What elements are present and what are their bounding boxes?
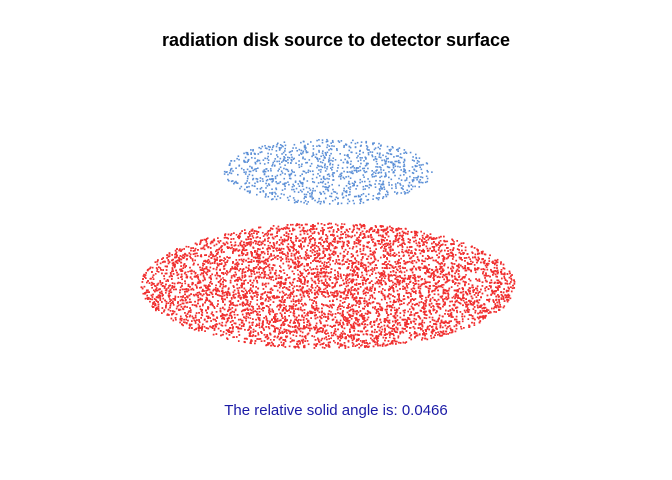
solid-angle-result: The relative solid angle is: 0.0466	[224, 402, 448, 419]
source-disk-points	[140, 222, 516, 349]
figure-title: radiation disk source to detector surfac…	[161, 30, 511, 50]
detector-surface-points	[223, 138, 433, 205]
